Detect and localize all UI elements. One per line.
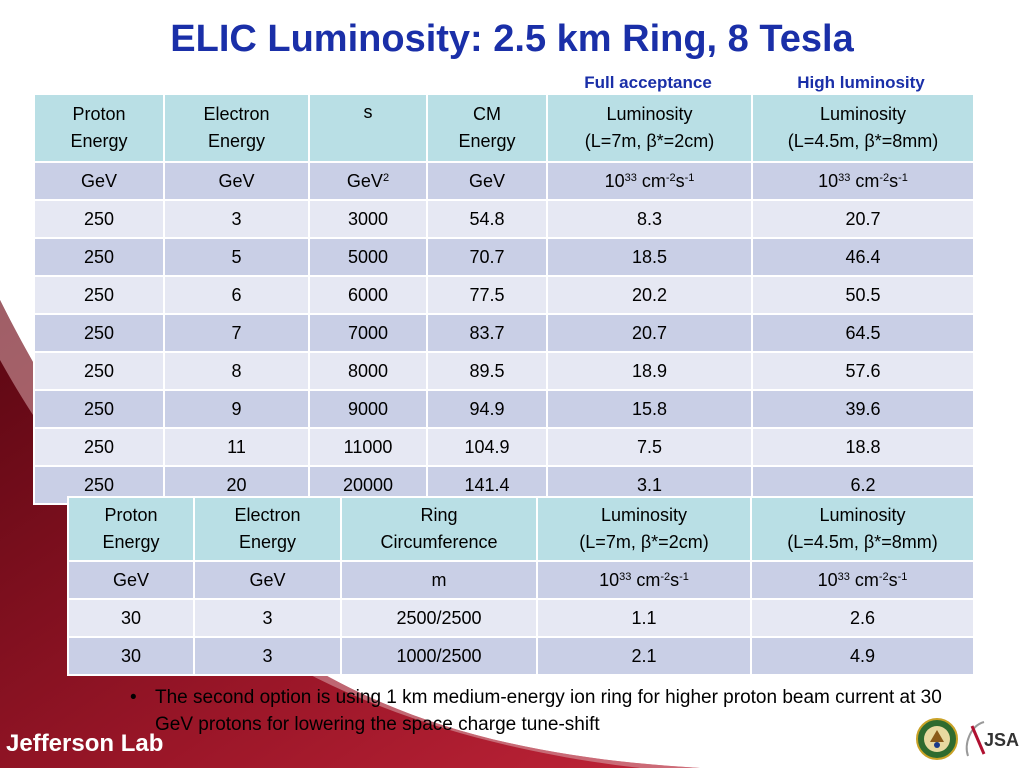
table1-cell: 94.9	[426, 389, 548, 429]
table1-cell: 57.6	[751, 351, 975, 391]
table2-header-proton-energy: Proton Energy	[67, 496, 195, 562]
table2-cell: 30	[67, 636, 195, 676]
table2-cell: 3	[193, 636, 342, 676]
table1-units-row: GeV GeV GeV2 GeV 1033 cm-2s-1 1033 cm-2s…	[33, 161, 975, 201]
table1-cell: 250	[33, 199, 165, 239]
table2-unit-cell: GeV	[193, 560, 342, 600]
table1-cell: 20.7	[546, 313, 753, 353]
table1-unit-cell: 1033 cm-2s-1	[546, 161, 753, 201]
table1-cell: 104.9	[426, 427, 548, 467]
table1-cell: 8	[163, 351, 310, 391]
table1-header-row: Proton Energy Electron Energy s CM Energy L…	[33, 93, 975, 163]
table1-cell: 11000	[308, 427, 428, 467]
table1-cell: 70.7	[426, 237, 548, 277]
table1-header-proton-energy: Proton Energy	[33, 93, 165, 163]
table1-cell: 7000	[308, 313, 428, 353]
table2-unit-cell: 1033 cm-2s-1	[750, 560, 975, 600]
svg-text:JSA: JSA	[984, 730, 1019, 750]
table1-cell: 250	[33, 351, 165, 391]
table2-unit-cell: GeV	[67, 560, 195, 600]
table1-cell: 250	[33, 237, 165, 277]
bullet-symbol: •	[130, 687, 137, 708]
table2-header-electron-energy: Electron Energy	[193, 496, 342, 562]
table2-header-ring-circumference: Ring Circumference	[340, 496, 538, 562]
table1-cell: 3	[163, 199, 310, 239]
table2-row: 30 3 1000/2500 2.1 4.9	[67, 636, 975, 676]
jefferson-lab-logo: Jefferson Lab	[6, 730, 164, 757]
table1-cell: 6	[163, 275, 310, 315]
table1-cell: 50.5	[751, 275, 975, 315]
doe-seal-icon	[916, 718, 958, 760]
table1-cell: 18.8	[751, 427, 975, 467]
table1-cell: 3000	[308, 199, 428, 239]
table1-cell: 7.5	[546, 427, 753, 467]
table2-header-luminosity-high: Luminosity (L=4.5m, β*=8mm)	[750, 496, 975, 562]
table2-header-luminosity-full: Luminosity (L=7m, β*=2cm)	[536, 496, 752, 562]
table1-cell: 9	[163, 389, 310, 429]
table2-cell: 4.9	[750, 636, 975, 676]
table1-cell: 7	[163, 313, 310, 353]
table1-header-luminosity-full: Luminosity (L=7m, β*=2cm)	[546, 93, 753, 163]
table1-cell: 250	[33, 427, 165, 467]
table1-cell: 83.7	[426, 313, 548, 353]
table1-header-cm-energy: CM Energy	[426, 93, 548, 163]
table2-cell: 30	[67, 598, 195, 638]
table1-unit-cell: GeV	[163, 161, 310, 201]
table1-cell: 89.5	[426, 351, 548, 391]
table1-cell: 15.8	[546, 389, 753, 429]
luminosity-table-30gev: Proton Energy Electron Energy Ring Circumfe…	[67, 496, 975, 676]
table1-cell: 18.5	[546, 237, 753, 277]
table1-cell: 250	[33, 389, 165, 429]
jsa-logo-icon: JSA	[965, 721, 1019, 757]
table1-row: 250 8 8000 89.5 18.9 57.6	[33, 351, 975, 391]
table1-cell: 46.4	[751, 237, 975, 277]
table1-cell: 6000	[308, 275, 428, 315]
table1-header-luminosity-high: Luminosity (L=4.5m, β*=8mm)	[751, 93, 975, 163]
table2-row: 30 3 2500/2500 1.1 2.6	[67, 598, 975, 638]
table1-cell: 54.8	[426, 199, 548, 239]
table1-cell: 5	[163, 237, 310, 277]
table2-cell: 2500/2500	[340, 598, 538, 638]
table1-row: 250 9 9000 94.9 15.8 39.6	[33, 389, 975, 429]
table1-cell: 8.3	[546, 199, 753, 239]
table1-cell: 5000	[308, 237, 428, 277]
table1-unit-cell: GeV2	[308, 161, 428, 201]
table1-unit-cell: 1033 cm-2s-1	[751, 161, 975, 201]
table1-row: 250 6 6000 77.5 20.2 50.5	[33, 275, 975, 315]
table2-units-row: GeV GeV m 1033 cm-2s-1 1033 cm-2s-1	[67, 560, 975, 600]
table1-cell: 20.2	[546, 275, 753, 315]
table2-cell: 2.6	[750, 598, 975, 638]
table1-cell: 64.5	[751, 313, 975, 353]
page-title: ELIC Luminosity: 2.5 km Ring, 8 Tesla	[170, 18, 854, 60]
table1-row: 250 3 3000 54.8 8.3 20.7	[33, 199, 975, 239]
table1-cell: 250	[33, 313, 165, 353]
table1-cell: 11	[163, 427, 310, 467]
table2-unit-cell: 1033 cm-2s-1	[536, 560, 752, 600]
table1-cell: 77.5	[426, 275, 548, 315]
table1-unit-cell: GeV	[33, 161, 165, 201]
table1-cell: 8000	[308, 351, 428, 391]
table1-cell: 250	[33, 275, 165, 315]
high-luminosity-note: High luminosity	[797, 73, 925, 92]
luminosity-table-2500km: Proton Energy Electron Energy s CM Energy L…	[33, 93, 975, 505]
full-acceptance-note: Full acceptance	[584, 73, 712, 92]
table1-header-electron-energy: Electron Energy	[163, 93, 310, 163]
table2-header-row: Proton Energy Electron Energy Ring Circumfe…	[67, 496, 975, 562]
table2-cell: 1000/2500	[340, 636, 538, 676]
table1-cell: 39.6	[751, 389, 975, 429]
table1-header-s: s	[308, 93, 428, 163]
table1-row: 250 5 5000 70.7 18.5 46.4	[33, 237, 975, 277]
table2-unit-cell: m	[340, 560, 538, 600]
table1-cell: 20.7	[751, 199, 975, 239]
table2-cell: 3	[193, 598, 342, 638]
table1-row: 250 7 7000 83.7 20.7 64.5	[33, 313, 975, 353]
table1-unit-cell: GeV	[426, 161, 548, 201]
bullet-text: The second option is using 1 km medium-e…	[155, 687, 942, 735]
table1-cell: 9000	[308, 389, 428, 429]
table1-row: 250 11 11000 104.9 7.5 18.8	[33, 427, 975, 467]
table2-cell: 2.1	[536, 636, 752, 676]
table1-cell: 18.9	[546, 351, 753, 391]
table2-cell: 1.1	[536, 598, 752, 638]
